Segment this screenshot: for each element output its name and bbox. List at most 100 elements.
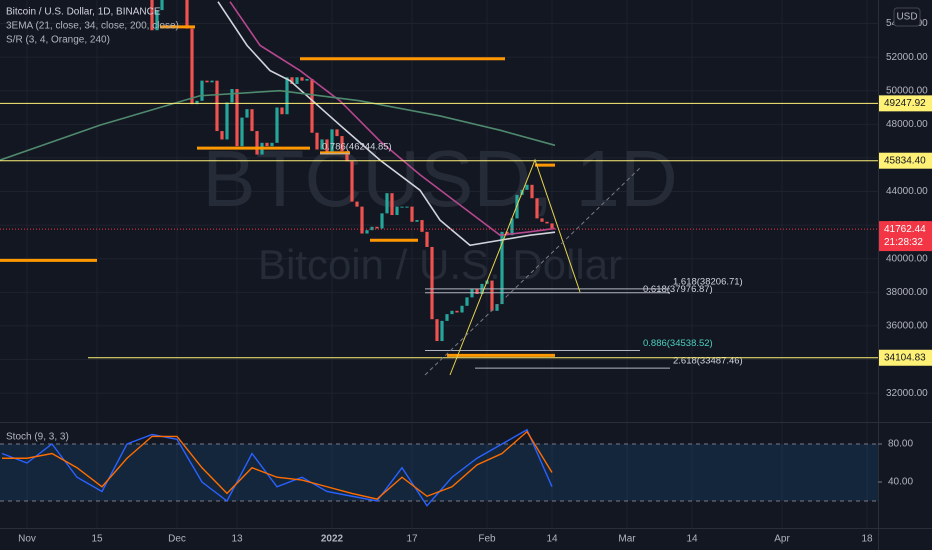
candle [460,305,464,313]
zigzag [449,158,581,376]
candle [270,142,274,147]
candle [160,0,164,11]
x-tick-label: Dec [168,534,186,545]
price-tag [879,152,932,169]
candle [500,231,504,305]
price-tag-label: 49247.92 [884,98,926,109]
candle [380,213,384,229]
candle [490,280,494,311]
candle [340,136,344,152]
candle [190,28,194,105]
axes: 54000.0052000.0050000.0048000.0046000.00… [18,18,932,545]
candle [360,206,364,234]
candle [155,10,159,31]
candle [350,161,354,202]
candle [210,80,214,83]
candle [475,288,479,294]
stoch-title: Stoch (9, 3, 3) [6,432,69,443]
candle [395,206,399,216]
candle [320,139,324,150]
candle [435,319,439,342]
candle [330,129,334,155]
candle [510,218,514,236]
candle [285,77,289,115]
x-tick-label: Mar [618,534,636,545]
candle [425,231,429,247]
watermark-sub: Bitcoin / U.S. Dollar [258,241,622,288]
ema-line [217,1,556,247]
candle [505,231,509,236]
candle [215,80,219,132]
x-tick-label: 15 [91,534,103,545]
candle [450,310,454,315]
fib-label: 1.618(38206.71) [673,276,743,287]
candle [390,193,394,216]
candle [255,131,259,155]
candle [445,314,449,321]
candle [250,109,254,132]
x-tick-label: 2022 [321,534,344,545]
candle [185,0,189,29]
candle [410,206,414,222]
price-tag [879,349,932,366]
candle [375,226,379,229]
candle [385,193,389,214]
symbol-title: Bitcoin / U.S. Dollar, 1D, BINANCE [6,7,161,18]
stoch-line [1,428,553,507]
candle [235,89,239,147]
y-tick-label: 40000.00 [886,253,928,264]
price-tag-label: 34104.83 [884,352,926,363]
x-tick-label: 14 [686,534,698,545]
y-tick-label: 48000.00 [886,119,928,130]
countdown: 21:28:32 [884,237,923,248]
stoch-line [2,430,553,500]
candle [335,129,339,137]
candle [495,304,499,311]
candle [400,206,404,208]
y-tick-label: 44000.00 [886,186,928,197]
price-tag [879,95,932,112]
candle [525,184,529,190]
candle [150,0,154,31]
indicator-label: S/R (3, 4, Orange, 240) [6,35,110,46]
candle [205,80,209,83]
candle [430,246,434,320]
currency-button[interactable] [893,7,921,27]
candle [225,102,229,140]
x-tick-label: 17 [406,534,418,545]
candle [455,310,459,313]
candle [540,218,544,222]
candle [275,107,279,143]
fib-label: 2.618(33487.46) [673,356,743,367]
candle [440,320,444,342]
candle [545,221,549,224]
candle [265,142,269,147]
candle [240,117,244,147]
x-tick-label: Nov [18,534,36,545]
candle [245,109,249,118]
candle [550,223,554,230]
last-price-label: 41762.44 [884,224,926,235]
candle [310,78,314,133]
x-tick-label: 18 [861,534,873,545]
price-pane: 0.618(37976.87)1.618(38206.71) 0.886(3453… [0,0,878,369]
x-tick-label: Apr [774,534,790,545]
y-tick-label: 52000.00 [886,52,928,63]
background [0,0,878,528]
candle [465,297,469,306]
candle [365,230,369,234]
currency: USD [896,12,917,23]
trend-line [424,167,641,376]
candle [305,78,309,81]
stoch-tick-label: 80.00 [888,439,913,450]
ema-line [229,1,556,237]
candle [370,226,374,231]
price-tag-label: 45834.40 [884,155,926,166]
candle [415,220,419,222]
candle [405,206,409,208]
candle [230,89,234,103]
candle [345,151,349,162]
candle [195,100,199,105]
y-tick-label: 36000.00 [886,321,928,332]
